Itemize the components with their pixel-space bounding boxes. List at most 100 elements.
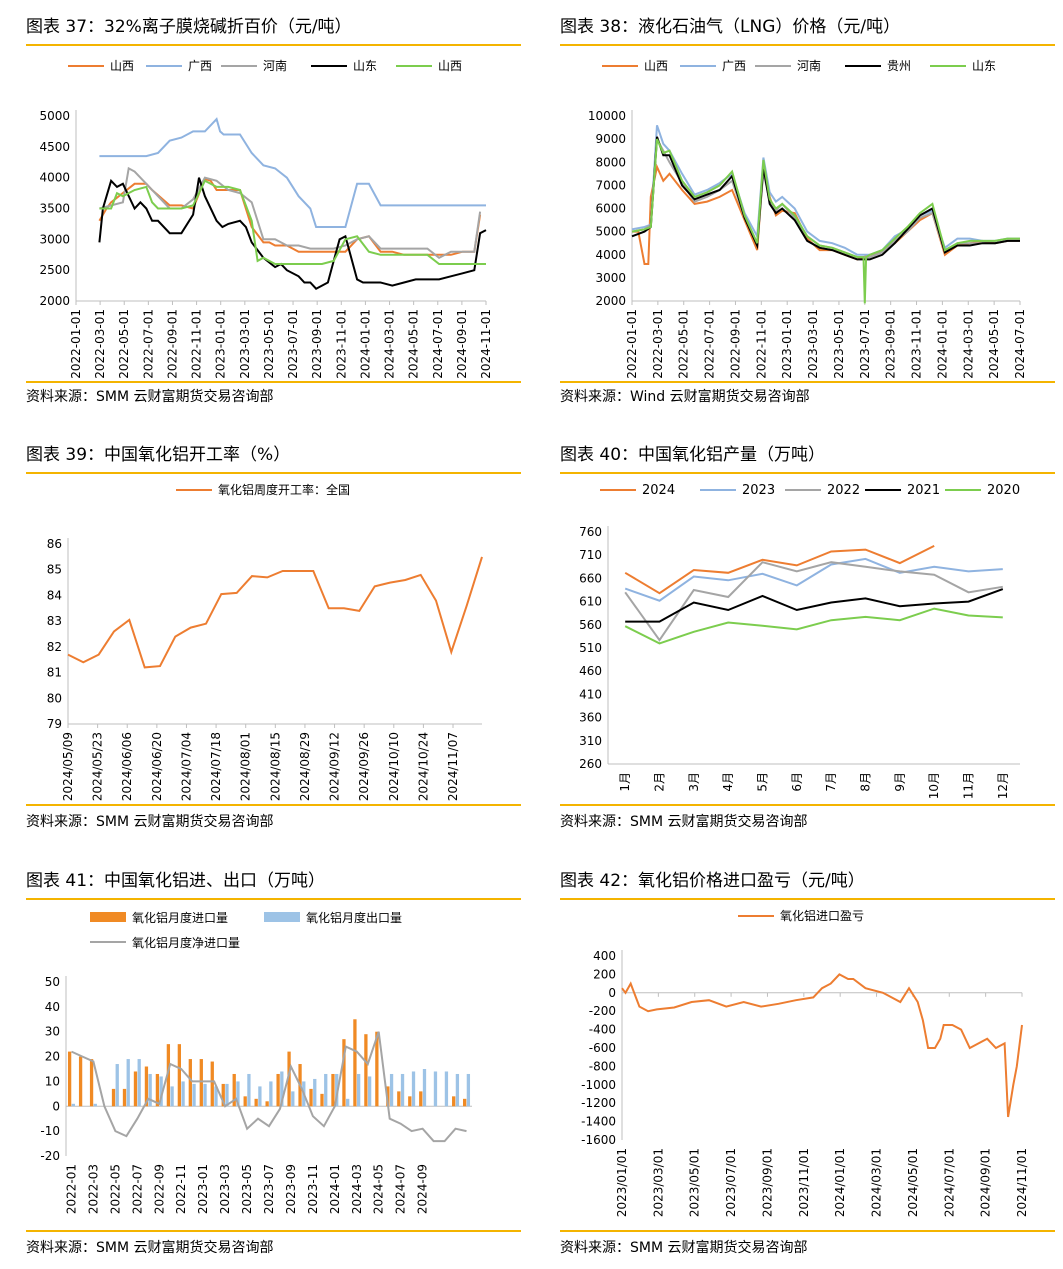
y-tick-label: 0 <box>608 986 616 1000</box>
bar <box>148 1073 152 1107</box>
x-tick-label: 2023/09/01 <box>760 1148 774 1217</box>
x-tick-label: 2024-07 <box>394 1164 408 1214</box>
x-tick-label: 2024-01-01 <box>935 309 949 379</box>
y-tick-label: 8000 <box>595 155 626 169</box>
bar <box>291 1091 295 1107</box>
bar <box>280 1071 284 1107</box>
chart-42-source: 资料来源：SMM 云财富期货交易咨询部 <box>560 1240 808 1256</box>
x-tick-label: 2022-05 <box>108 1164 122 1214</box>
x-tick-label: 2022-05-01 <box>117 309 131 379</box>
y-tick-label: 80 <box>47 691 62 705</box>
y-tick-label: -400 <box>589 1023 616 1037</box>
y-tick-label: 610 <box>579 595 602 609</box>
bar <box>353 1019 357 1107</box>
y-tick-label: 5000 <box>39 109 70 123</box>
x-tick-label: 2023-11-01 <box>910 309 924 379</box>
legend-label: 河南 <box>263 58 287 73</box>
x-tick-label: 2023-09 <box>284 1164 298 1214</box>
x-tick-label: 2024/08/29 <box>298 732 312 801</box>
series-line <box>98 177 482 256</box>
source-divider <box>560 381 1055 383</box>
bar <box>408 1096 412 1107</box>
bar <box>122 1088 127 1107</box>
chart-42-title: 图表 42：氧化铝价格进口盈亏（元/吨） <box>560 871 865 891</box>
y-tick-label: 40 <box>45 1000 60 1014</box>
y-tick-label: 79 <box>47 717 62 731</box>
x-tick-label: 2024/11/01 <box>1015 1148 1029 1217</box>
bar <box>214 1086 218 1107</box>
bar <box>93 1103 97 1107</box>
x-tick-label: 5月 <box>756 772 770 792</box>
chart-42: -1600 -1400 -1200 -1000 -800 -600 -400 -200 0 200… <box>581 908 1029 1217</box>
legend-label: 2022 <box>827 483 860 498</box>
y-tick-label: 9000 <box>595 132 626 146</box>
x-tick-label: 2024/07/18 <box>209 732 223 801</box>
x-tick-label: 2024/05/09 <box>61 732 75 801</box>
x-tick-label: 2024-07-01 <box>1013 309 1027 379</box>
x-tick-label: 2024/05/23 <box>91 732 105 801</box>
x-tick-label: 2023-03-01 <box>238 309 252 379</box>
y-tick-label: 10000 <box>588 109 626 123</box>
bar <box>411 1071 416 1107</box>
bar <box>155 1073 160 1107</box>
y-tick-label: 5000 <box>595 225 626 239</box>
bar <box>137 1059 141 1107</box>
bar <box>320 1093 324 1107</box>
x-tick-label: 2024/09/26 <box>357 732 371 801</box>
chart-40-source: 资料来源：SMM 云财富期货交易咨询部 <box>560 814 808 830</box>
legend-label: 2021 <box>907 483 940 498</box>
bar <box>397 1091 401 1107</box>
x-tick-label: 2023-05 <box>240 1164 254 1214</box>
legend-label: 山西 <box>110 59 134 73</box>
x-tick-label: 2023-05-01 <box>262 309 276 379</box>
bar <box>89 1059 94 1107</box>
x-tick-label: 8月 <box>859 772 873 792</box>
x-tick-label: 2024-03 <box>350 1164 364 1214</box>
y-tick-label: 83 <box>47 614 62 628</box>
series-line <box>631 136 1020 261</box>
series-line <box>624 545 935 595</box>
bar <box>313 1078 317 1107</box>
y-tick-label: 510 <box>579 641 602 655</box>
y-tick-label: 2500 <box>39 263 70 277</box>
bar <box>444 1071 449 1107</box>
bar <box>324 1073 328 1107</box>
x-tick-label: 2022-11 <box>174 1164 188 1214</box>
y-tick-label: 260 <box>579 757 602 771</box>
x-tick-label: 2023/11/01 <box>797 1148 811 1217</box>
x-tick-label: 2022-09 <box>152 1164 166 1214</box>
bar <box>71 1103 75 1107</box>
series-line <box>99 179 486 265</box>
x-tick-label: 2024/10/10 <box>387 732 401 801</box>
legend-label: 山东 <box>972 59 996 73</box>
bar <box>166 1044 171 1107</box>
x-tick-label: 2024/03/01 <box>870 1148 884 1217</box>
x-tick-label: 2024/11/07 <box>446 732 460 801</box>
bar <box>342 1039 346 1107</box>
legend-label: 山西 <box>644 59 668 73</box>
title-divider <box>26 898 521 900</box>
series-line <box>624 557 1003 602</box>
bar <box>133 1071 138 1107</box>
y-tick-label: 560 <box>579 618 602 632</box>
y-tick-label: -1400 <box>581 1115 616 1129</box>
x-tick-label: 2024-03-01 <box>961 309 975 379</box>
y-tick-label: 50 <box>45 975 60 989</box>
series-line <box>624 561 1003 642</box>
x-tick-label: 2023/01/01 <box>615 1148 629 1217</box>
bar <box>188 1059 192 1107</box>
y-tick-label: 410 <box>579 687 602 701</box>
bar <box>232 1073 236 1107</box>
bar <box>463 1098 467 1107</box>
x-tick-label: 2024-11-01 <box>479 309 493 379</box>
source-divider <box>560 1230 1055 1232</box>
bar <box>170 1086 174 1107</box>
source-divider <box>26 381 521 383</box>
bar <box>276 1073 280 1107</box>
source-divider <box>26 1230 521 1232</box>
x-tick-label: 2024/09/01 <box>979 1148 993 1217</box>
y-tick-label: 6000 <box>595 202 626 216</box>
bar <box>225 1083 229 1107</box>
x-tick-label: 2022-09-01 <box>165 309 179 379</box>
chart-41: -20 -10 0 10 20 30 40 50 2022-01 2022-03 2022-05 20… <box>40 910 472 1214</box>
